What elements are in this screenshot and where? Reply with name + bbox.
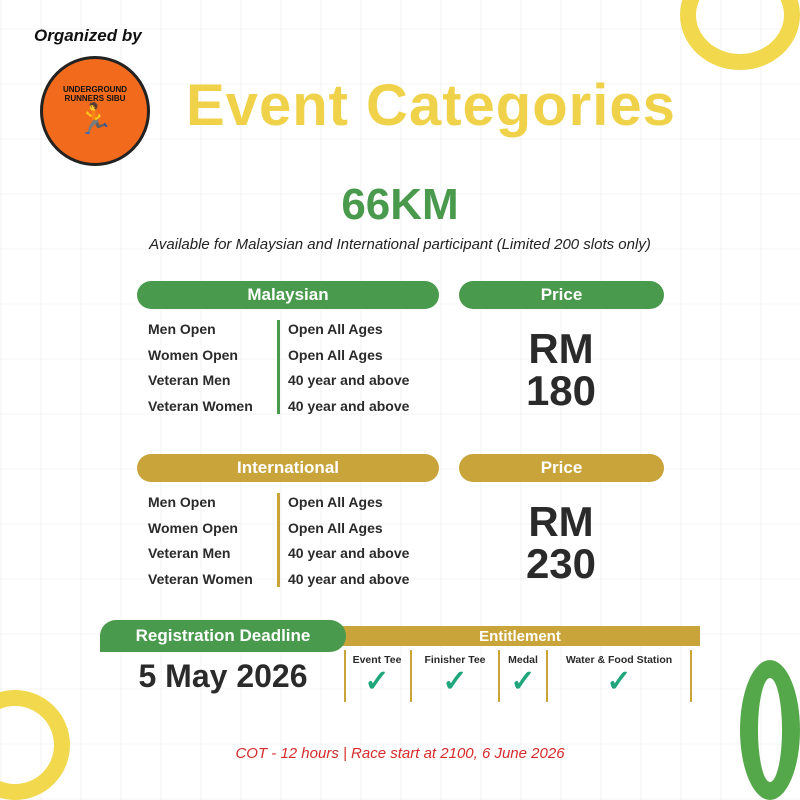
entitlement-name: Water & Food Station: [565, 654, 673, 666]
check-icon: ✓: [510, 665, 536, 698]
registration-deadline-header: Registration Deadline: [100, 620, 346, 652]
price-currency: RM: [528, 498, 594, 545]
registration-date: 5 May 2026: [138, 658, 308, 694]
entitlement-item: Finisher Tee ✓: [410, 650, 498, 702]
international-price: RM 230: [461, 501, 661, 585]
category-age: Open All Ages: [288, 519, 383, 536]
organizer-logo: UNDERGROUND RUNNERS SIBU 🏃: [40, 56, 150, 166]
category-age: 40 year and above: [288, 397, 410, 414]
category-name: Men Open: [148, 494, 216, 510]
runners-icon: 🏃: [76, 103, 114, 136]
entitlement-header: Entitlement: [340, 626, 700, 646]
divider: [277, 320, 280, 414]
international-age-list: Open All Ages Open All Ages 40 year and …: [288, 490, 409, 592]
check-icon: ✓: [606, 665, 632, 698]
race-info-note: COT - 12 hours | Race start at 2100, 6 J…: [235, 745, 565, 762]
category-age: 40 year and above: [288, 570, 410, 587]
entitlement-item: Event Tee ✓: [344, 650, 408, 702]
malaysian-age-list: Open All Ages Open All Ages 40 year and …: [288, 317, 409, 419]
malaysian-price: RM 180: [461, 328, 661, 412]
availability-note: Available for Malaysian and Internationa…: [149, 236, 651, 253]
category-name: Veteran Women: [148, 570, 253, 587]
category-age: 40 year and above: [288, 545, 410, 561]
category-age: Open All Ages: [288, 346, 383, 363]
check-icon: ✓: [442, 665, 468, 698]
category-name: Veteran Women: [148, 397, 253, 414]
category-age: 40 year and above: [288, 372, 410, 388]
malaysian-category-list: Men Open Women Open Veteran Men Veteran …: [148, 317, 253, 419]
category-age: Open All Ages: [288, 321, 383, 337]
international-category-list: Men Open Women Open Veteran Men Veteran …: [148, 490, 253, 592]
entitlement-name: Event Tee: [352, 654, 402, 666]
malaysian-price-header: Price: [459, 281, 664, 309]
international-header: International: [137, 454, 439, 482]
page-title: Event Categories: [186, 73, 676, 138]
international-price-header: Price: [459, 454, 664, 482]
check-icon: ✓: [364, 665, 390, 698]
entitlement-item: Water & Food Station ✓: [546, 650, 692, 702]
price-currency: RM: [528, 325, 594, 372]
organized-by-label: Organized by: [34, 26, 142, 45]
divider: [277, 493, 280, 587]
category-name: Men Open: [148, 321, 216, 337]
category-name: Veteran Men: [148, 545, 231, 561]
price-amount: 180: [525, 367, 597, 414]
distance-heading: 66KM: [341, 180, 459, 229]
logo-text: UNDERGROUND RUNNERS SIBU: [63, 85, 127, 103]
category-name: Veteran Men: [148, 372, 231, 388]
malaysian-header: Malaysian: [137, 281, 439, 309]
entitlement-name: Medal: [508, 654, 538, 666]
entitlement-item: Medal ✓: [498, 650, 546, 702]
entitlement-name: Finisher Tee: [424, 654, 486, 666]
green-swirl-decoration: [740, 660, 800, 800]
category-name: Women Open: [148, 519, 238, 536]
category-name: Women Open: [148, 346, 238, 363]
category-age: Open All Ages: [288, 494, 383, 510]
price-amount: 230: [525, 540, 597, 587]
